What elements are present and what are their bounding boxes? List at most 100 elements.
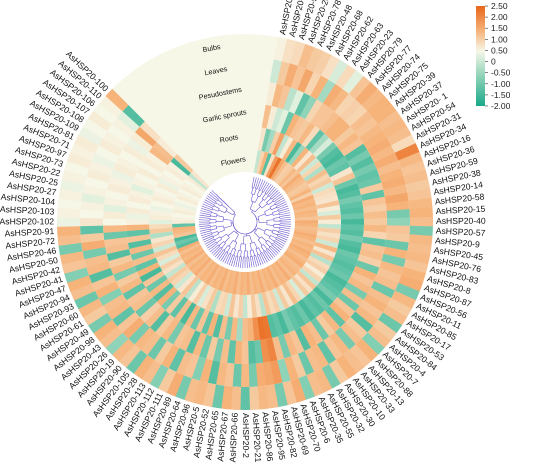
tree-branch	[266, 198, 272, 203]
heatmap-cell	[170, 157, 191, 176]
heatmap-cell	[168, 347, 186, 373]
tree-branch	[209, 247, 215, 253]
heatmap-cell	[129, 243, 153, 255]
heatmap-cell	[282, 253, 302, 271]
heatmap-cell	[175, 194, 199, 206]
heatmap-cell	[223, 293, 233, 317]
heatmap-cell	[381, 176, 406, 190]
heatmap-cell	[266, 314, 278, 338]
heatmap-cell	[152, 190, 176, 202]
tree-branch	[208, 246, 214, 251]
heatmap-cell	[262, 361, 275, 386]
heatmap-cell	[370, 145, 395, 163]
heatmap-cell	[192, 282, 209, 305]
tree-branch	[264, 195, 269, 201]
heatmap-cell	[348, 75, 371, 100]
heatmap-cell	[294, 219, 318, 224]
tree-arc	[213, 204, 215, 207]
heatmap-cell	[180, 276, 199, 297]
heatmap-cell	[272, 160, 289, 182]
heatmap-cell	[88, 110, 113, 132]
tree-branch	[254, 188, 257, 195]
tree-branch	[264, 256, 268, 263]
tree-branch	[240, 250, 242, 257]
tree-branch	[251, 182, 254, 188]
heatmap-cell	[386, 225, 410, 235]
tree-branch	[212, 241, 217, 246]
tree-branch	[210, 200, 216, 204]
heatmap-cell	[338, 194, 363, 206]
heatmap-cell	[316, 282, 338, 302]
tree-arc	[232, 212, 236, 216]
tree-branch	[201, 235, 208, 239]
tree-branch	[278, 211, 284, 214]
tree-branch	[210, 228, 217, 231]
heatmap-cell	[149, 219, 173, 225]
tree-branch	[225, 210, 234, 216]
heatmap-cell	[340, 322, 362, 345]
heatmap-cell	[312, 137, 334, 158]
heatmap-cell	[195, 309, 210, 333]
tree-branch	[209, 191, 215, 197]
heatmap-cell	[152, 282, 174, 302]
tree-branch	[280, 239, 287, 243]
tree-branch	[249, 201, 254, 210]
heatmap-cell	[284, 113, 301, 137]
tree-branch	[254, 232, 260, 239]
heatmap-cell	[217, 315, 229, 340]
tree-branch	[233, 260, 236, 267]
heatmap-cell	[289, 242, 312, 256]
heatmap-cell	[386, 217, 411, 227]
tree-branch	[278, 232, 284, 235]
heatmap-cell	[57, 197, 82, 210]
heatmap-cell	[316, 142, 338, 162]
heatmap-cell	[349, 344, 372, 368]
tree-branch	[268, 247, 273, 252]
tree-branch	[239, 243, 242, 251]
heatmap-cell	[172, 209, 196, 216]
heatmap-cell	[294, 208, 318, 216]
heatmap-cell	[409, 207, 433, 218]
tree-arc	[215, 201, 217, 204]
heatmap-cell	[151, 195, 175, 206]
heatmap-cell	[126, 218, 150, 226]
heatmap-cell	[303, 71, 322, 97]
tree-branch	[208, 235, 213, 239]
tree-branch	[277, 205, 282, 209]
tree-branch	[205, 227, 211, 229]
heatmap-cell	[111, 338, 135, 362]
heatmap-cell	[177, 191, 200, 204]
heatmap-cell	[285, 307, 301, 331]
heatmap-cell	[269, 59, 283, 84]
tree-branch	[268, 192, 273, 197]
tree-branch	[270, 194, 275, 199]
heatmap-cell	[80, 232, 105, 243]
heatmap-cell	[78, 298, 103, 318]
tree-branch	[279, 226, 285, 229]
heatmap-cell	[290, 353, 307, 379]
heatmap-cell	[160, 317, 180, 341]
heatmap-cell	[355, 82, 378, 106]
tree-branch	[251, 210, 253, 213]
heatmap-cell	[319, 146, 341, 166]
heatmap-cell	[314, 190, 338, 202]
heatmap-cell	[74, 134, 99, 154]
heatmap-cell	[149, 223, 173, 230]
tree-branch	[230, 254, 234, 260]
tree-arc	[217, 199, 219, 201]
heatmap-cell	[250, 294, 258, 318]
heatmap-cell	[280, 255, 300, 274]
color-legend: 2.502.001.501.000.50 0-0.50-1.00-1.50-2.0…	[476, 1, 511, 111]
tree-branch	[213, 233, 219, 237]
tree-branch	[224, 257, 228, 264]
heatmap-cell	[310, 75, 329, 100]
tree-branch	[215, 202, 221, 207]
heatmap-cell	[139, 161, 163, 178]
heatmap-cell	[265, 384, 279, 409]
heatmap-cell	[211, 266, 225, 289]
heatmap-cell	[149, 209, 173, 217]
heatmap-cell	[82, 118, 108, 139]
heatmap-cell	[145, 151, 168, 170]
tree-arc	[229, 253, 232, 255]
heatmap-cell	[340, 229, 364, 238]
